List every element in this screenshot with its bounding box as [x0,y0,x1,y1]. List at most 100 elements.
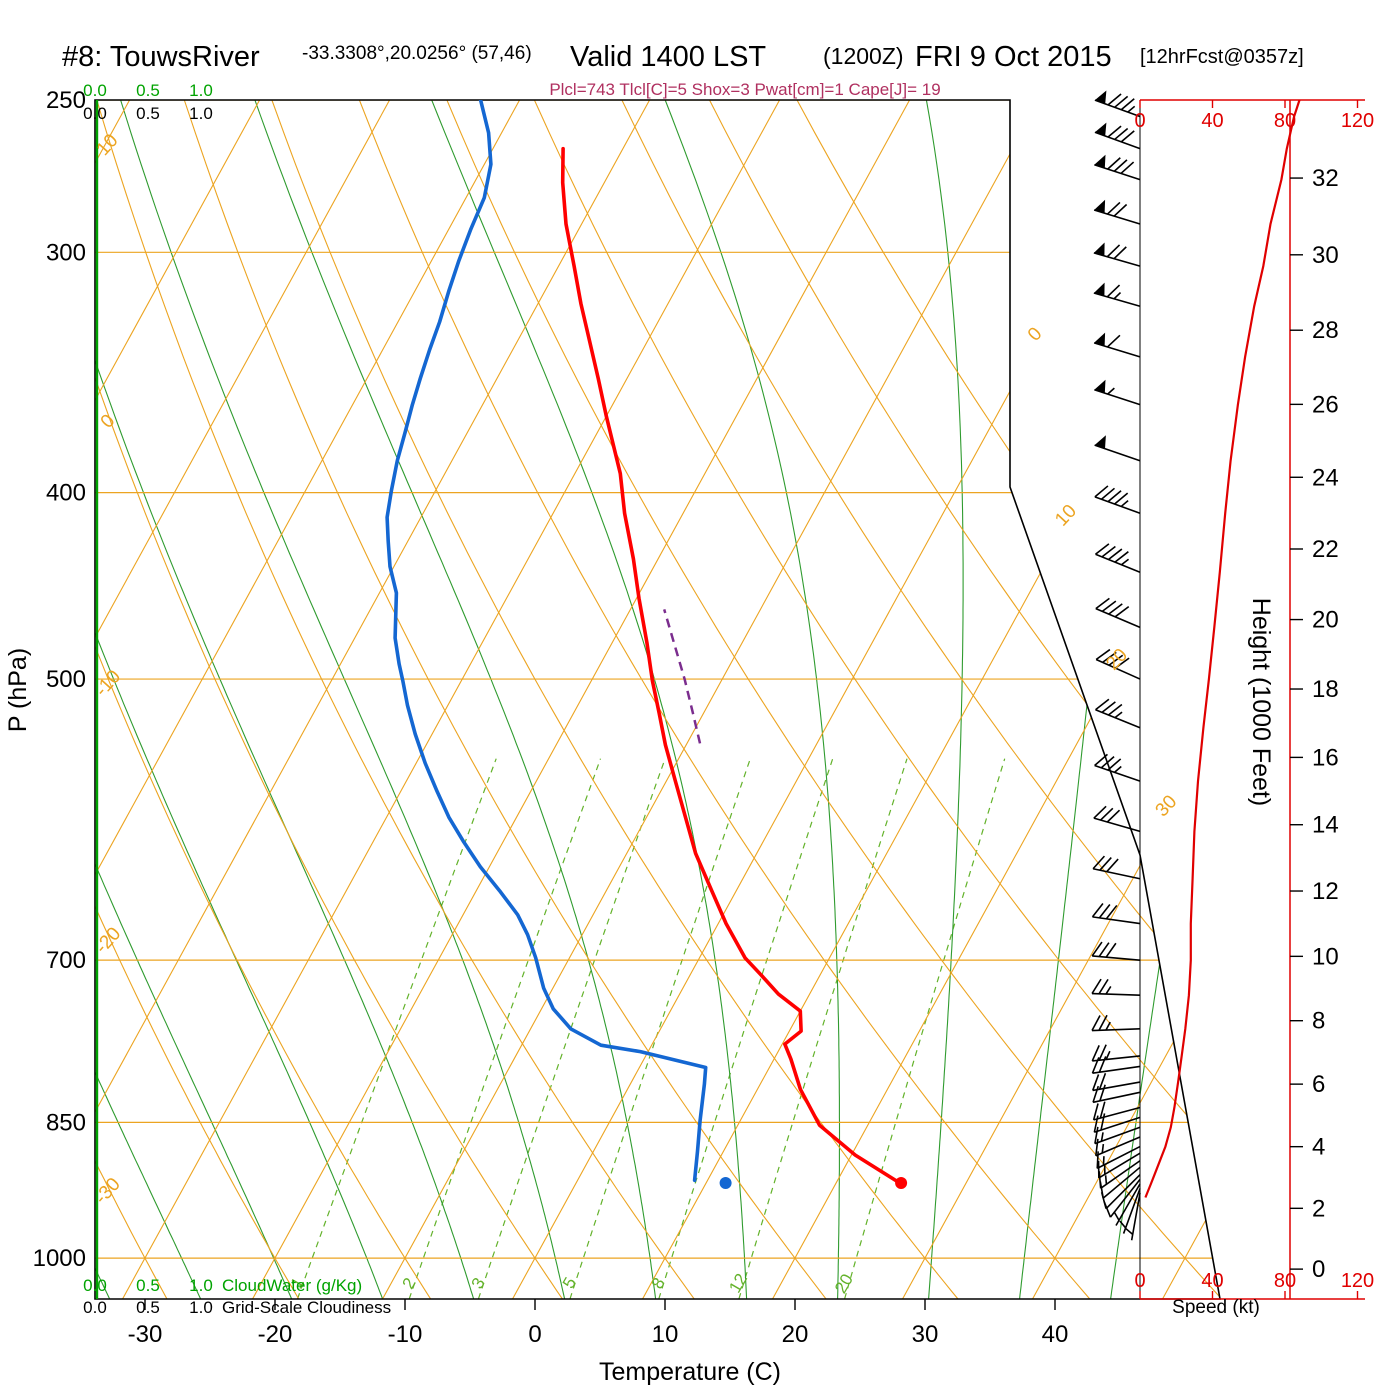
moist-adiabat-line [95,100,475,1299]
moist-adiabat-line [1019,100,1139,1299]
height-tick-label: 14 [1312,812,1339,839]
barb-full [1101,701,1116,714]
barb-full [1114,127,1129,141]
station-title: #8: TouwsRiver [62,41,260,73]
valid-zulu: (1200Z) [823,43,904,69]
temperature-axis-label: Temperature (C) [599,1358,781,1386]
barb-full [1114,492,1129,505]
isotherm-line [512,100,1171,1299]
barb-full [1106,858,1119,873]
barb-full [1095,698,1110,711]
wind-barb [1094,90,1141,118]
profile-layer [385,100,908,1189]
height-axis-label: Height (1000 Feet) [1247,598,1275,806]
moist-adiabat-line [664,100,841,1299]
height-tick-label: 16 [1312,744,1339,771]
dry-adiabat-line [446,100,1220,1299]
isotherm-label: 30 [1152,791,1182,821]
mixing-ratio-line [844,758,1006,1299]
isotherm-line [252,100,911,1299]
temperature-tick-label: 10 [652,1321,679,1348]
speed-curve [1144,99,1301,1198]
barb-full [1098,942,1110,958]
pressure-tick-label: 850 [46,1109,86,1136]
temperature-tick-label: -30 [128,1321,163,1348]
wind-barb [1091,1014,1141,1032]
barb-full [1095,1138,1099,1156]
wind-barb [1095,597,1141,629]
isotherm-line [1162,100,1220,1299]
barb-full [1106,284,1121,298]
barb-pennant [1094,122,1107,136]
barb-full [1091,941,1103,957]
barb-full [1113,203,1128,217]
barb-full [1098,903,1111,919]
barb-pennant [1093,242,1105,256]
temperature-tick-label: 30 [912,1321,939,1348]
pressure-tick-label: 700 [46,947,86,974]
cloud-scale-tick: 0.0 [83,1298,107,1317]
isotherm-line [1032,100,1220,1299]
wind-barb [1119,1188,1141,1234]
barb-half [1120,558,1130,566]
barb-full [1106,244,1121,258]
barb-full [1091,1045,1100,1062]
barb-full [1091,1074,1100,1091]
moist-adiabat-line [95,100,202,1299]
barb-full [1107,548,1123,561]
wind-barb [1094,122,1141,150]
barb-half [1105,1021,1111,1031]
wind-barb [1094,753,1141,782]
wind-barb [1094,1126,1141,1145]
mixing-ratio-label: 12 [725,1270,751,1296]
barb-half [1127,105,1136,113]
dry-adiabat-line [533,100,1220,1299]
barb-full [1114,551,1129,563]
barb-half [1113,1212,1120,1221]
barb-full [1114,657,1130,669]
barb-full [1092,855,1106,870]
barb-half [1105,1050,1111,1060]
barb-pennant [1094,332,1106,347]
cloud-scale-tick: 1.0 [189,104,213,123]
wind-barb [1094,154,1141,181]
barb-full [1101,600,1117,612]
isotherm-line [902,100,1220,1299]
temperature-tick-label: 40 [1042,1321,1069,1348]
surface-dewpoint-dot [719,1176,732,1189]
isotherm-line [382,100,1041,1299]
speed-tick-label: 40 [1201,110,1223,132]
dry-adiabat-line [709,100,1220,1299]
dry-adiabat-line [95,100,168,1299]
dry-adiabat-line [358,100,1091,1299]
wind-barb [1091,941,1141,961]
wind-barb [1093,199,1141,225]
cloud-scale-tick: 0.5 [136,81,160,100]
barb-full [1099,857,1112,871]
dry-adiabat-line [95,100,432,1299]
barb-full [1106,201,1121,215]
height-tick-label: 22 [1312,536,1339,563]
barb-half [1113,765,1122,773]
wind-barb [1093,805,1141,833]
mixing-ratio-label: 20 [831,1271,857,1297]
speed-tick-label: 120 [1341,1270,1374,1292]
barb-pennant [1093,282,1105,296]
dry-adiabat-line [95,100,300,1299]
pressure-axis-label: P (hPa) [4,648,32,732]
temperature-tick-label: 0 [528,1321,541,1348]
speed-tick-label: 80 [1274,110,1296,132]
barb-half [1107,387,1115,395]
wind-barb [1095,698,1141,729]
barb-full [1102,651,1117,664]
barb-full [1098,1014,1108,1031]
moist-adiabat-line [95,100,293,1299]
speed-tick-label: 0 [1134,1270,1145,1292]
speed-tick-label: 80 [1274,1270,1296,1292]
barb-full [1096,1151,1099,1169]
temperature-tick-label: -10 [388,1321,423,1348]
speed-tick-label: 0 [1134,110,1145,132]
barb-full [1107,125,1122,138]
isotherm-line [772,100,1220,1299]
height-tick-label: 18 [1312,676,1339,703]
